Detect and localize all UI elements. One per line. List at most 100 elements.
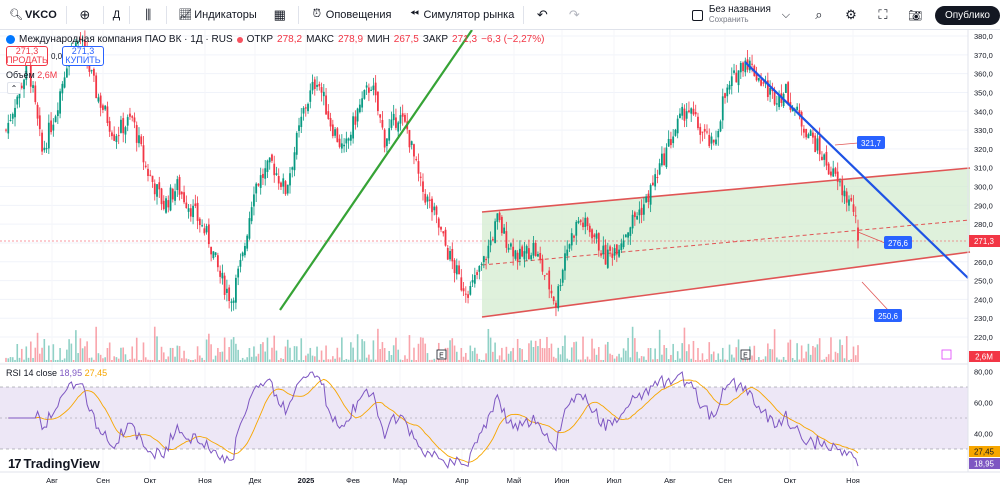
volume-bar [11, 357, 14, 362]
volume-bar [785, 359, 787, 362]
price-label-276[interactable] [884, 236, 912, 249]
candle-body [857, 227, 859, 241]
time-tick-label: Июн [554, 476, 569, 485]
candle-body [559, 284, 562, 287]
volume-bar [843, 358, 846, 362]
candle-body [36, 104, 39, 119]
volume-bar [640, 356, 643, 362]
alerts-button[interactable]: ⏰︎ Оповещения [301, 0, 399, 30]
volume-bar [514, 359, 517, 362]
time-axis[interactable]: Авг Сен Окт Ноя Дек 2025 Фев Мар Апр Май Июн Июл Авг… [46, 476, 860, 485]
time-tick-label: 2025 [298, 476, 315, 485]
candle-body [654, 174, 657, 187]
sell-button[interactable]: 271,3 ПРОДАТЬ [6, 46, 48, 66]
volume-bar [579, 359, 582, 362]
candle-body [5, 129, 7, 131]
volume-bar [850, 359, 853, 362]
volume-bar [302, 359, 305, 362]
price-tick-label: 330,0 [974, 126, 993, 135]
volume-bar [223, 337, 226, 362]
volume-bar [805, 351, 807, 362]
volume-bar [404, 355, 406, 362]
volume-bar [647, 348, 650, 362]
candle-body [661, 153, 663, 166]
tradingview-logo[interactable]: 17 TradingView [8, 456, 100, 471]
volume-bar [692, 340, 695, 362]
candle-body [230, 301, 233, 303]
volume-bar [679, 358, 681, 362]
snapshot-button[interactable]: 📷︎ [899, 0, 931, 30]
candle-body [311, 81, 314, 91]
candle-body [142, 145, 145, 163]
candle-body [401, 113, 404, 117]
rsi-tag [969, 458, 1000, 469]
alerts-label: Оповещения [325, 8, 392, 21]
price-label-250[interactable] [874, 309, 902, 322]
volume-bar [557, 347, 560, 362]
candle-body [775, 103, 778, 105]
price-axis[interactable]: 380,0 370,0 360,0 350,0 340,0 330,0 320,0 310,0… [974, 32, 993, 342]
volume-bar [151, 359, 154, 362]
compare-button[interactable]: ⊕ [69, 0, 101, 30]
quick-search-button[interactable]: ⌕ [803, 0, 835, 30]
rsi-axis[interactable]: 80,00 60,00 40,00 [974, 368, 993, 439]
volume-bar [158, 359, 161, 362]
symbol-search[interactable]: 🔍︎ VKCO [0, 0, 64, 30]
volume-pane-marker-icon[interactable] [941, 349, 952, 360]
candle-body [467, 294, 469, 298]
templates-button[interactable]: ▦ [264, 0, 296, 30]
candle-body [23, 79, 25, 90]
volume-bar [575, 341, 578, 362]
chart-type-button[interactable]: ⫼ [132, 0, 164, 30]
publish-button[interactable]: Опублико [934, 5, 1000, 25]
trend-line-blue[interactable] [744, 61, 969, 279]
collapse-legend-button[interactable]: ⌃ [7, 82, 21, 94]
candle-body [532, 242, 535, 256]
candle-body [706, 131, 708, 133]
candle-body [805, 128, 808, 138]
earnings-marker-text: E [439, 353, 444, 360]
candle-body [295, 132, 298, 155]
candle-body [760, 79, 762, 86]
layout-menu[interactable]: Без названия Сохранить ⌵ [684, 5, 803, 25]
time-tick-label: Дек [249, 476, 262, 485]
price-label-321[interactable] [857, 136, 885, 149]
candle-body [390, 119, 393, 128]
volume-bar [43, 339, 46, 362]
volume-bar [228, 347, 230, 362]
last-price-tag-text: 271,3 [974, 237, 995, 246]
volume-bar [613, 358, 616, 362]
volume-bar [424, 343, 427, 362]
time-tick-label: Сен [718, 476, 732, 485]
fullscreen-button[interactable]: ⛶ [867, 0, 899, 30]
earnings-marker[interactable] [436, 349, 447, 360]
volume-bar [724, 359, 726, 362]
candle-body [733, 70, 735, 73]
company-logo-icon [6, 35, 15, 44]
replay-button[interactable]: ⏪︎ Симулятор рынка [398, 0, 521, 30]
settings-button[interactable]: ⚙ [835, 0, 867, 30]
chart-canvas[interactable]: 321,7 276,6 250,6 E E 380,0 370,0 360,0 350… [0, 30, 1000, 488]
candle-body [352, 116, 355, 139]
volume-bar [304, 355, 307, 362]
volume-bar [23, 359, 25, 362]
interval-button[interactable]: Д [112, 8, 121, 21]
volume-bar [848, 359, 850, 362]
candle-body [620, 243, 623, 251]
candle-body [482, 256, 485, 263]
trend-line-green[interactable] [279, 30, 473, 311]
volume-bar [431, 359, 433, 362]
earnings-marker[interactable] [740, 349, 751, 360]
volume-bar [406, 358, 409, 362]
candle-body [755, 73, 758, 81]
candle-body [293, 152, 296, 171]
redo-button[interactable]: ↷ [558, 0, 590, 30]
volume-bar [153, 326, 156, 362]
undo-button[interactable]: ↶ [526, 0, 558, 30]
candle-body [798, 110, 801, 116]
indicators-button[interactable]: 📈︎ Индикаторы [169, 0, 264, 30]
volume-bar [652, 359, 654, 362]
volume-bar [181, 358, 183, 362]
buy-button[interactable]: 271,3 КУПИТЬ [62, 46, 104, 66]
volume-bar [758, 357, 760, 362]
